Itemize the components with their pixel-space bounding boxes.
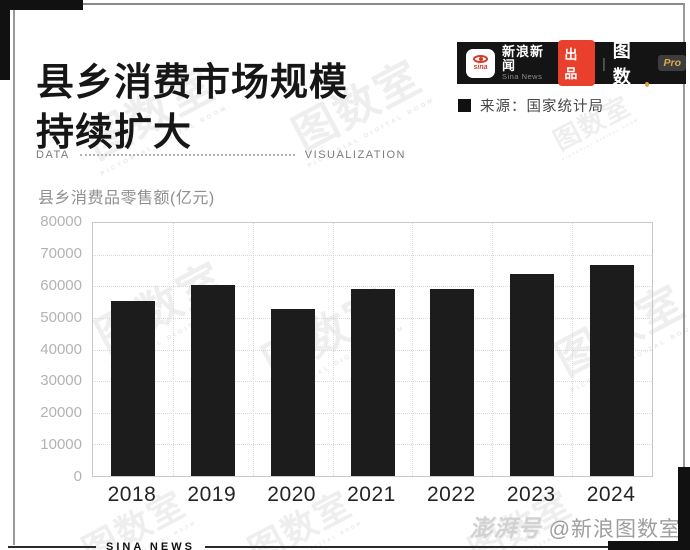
frame-line-top xyxy=(14,3,685,5)
y-tick-label: 30000 xyxy=(40,372,82,390)
y-tick-label: 10000 xyxy=(40,436,82,454)
dotted-leader xyxy=(79,154,295,156)
gridline-vertical xyxy=(572,223,574,476)
tushu-logo-text: 图数 xyxy=(612,41,631,87)
y-tick-label: 0 xyxy=(73,468,82,485)
x-tick-label: 2022 xyxy=(426,483,476,506)
gridline-vertical xyxy=(492,223,494,476)
data-visualization-divider: DATA VISUALIZATION xyxy=(36,149,406,161)
produced-by-badge: 出品 xyxy=(558,40,596,86)
sina-news-cn: 新浪新闻 xyxy=(502,43,545,73)
bar-2024 xyxy=(590,264,635,476)
gridline-horizontal xyxy=(93,254,652,256)
bar-2021 xyxy=(350,288,395,476)
source-square-icon xyxy=(458,99,471,112)
y-tick-label: 50000 xyxy=(40,308,82,326)
footer-rule-right xyxy=(204,546,690,548)
frame-line-right xyxy=(683,3,685,545)
frame-line-left xyxy=(13,3,15,545)
bar-2023 xyxy=(510,273,555,476)
bar-2022 xyxy=(430,288,475,476)
badge-divider: | xyxy=(602,55,606,71)
plot-area xyxy=(92,222,653,477)
corner-bracket-top-left xyxy=(0,0,83,10)
x-tick-label: 2024 xyxy=(586,483,636,506)
y-tick-label: 40000 xyxy=(40,340,82,358)
bar-2018 xyxy=(110,300,155,476)
x-tick-label: 2019 xyxy=(187,483,237,506)
bar-2020 xyxy=(270,308,315,476)
y-tick-label: 60000 xyxy=(40,276,82,294)
x-tick-label: 2021 xyxy=(347,483,396,506)
corner-bracket-top-left xyxy=(0,0,10,80)
pro-badge: Pro xyxy=(658,55,686,71)
account-handle: @新浪图数室 xyxy=(548,518,681,541)
y-tick-label: 80000 xyxy=(40,213,82,230)
corner-bracket-bottom-right xyxy=(608,541,690,550)
chart-title: 县乡消费品零售额(亿元) xyxy=(38,190,215,207)
bar-2019 xyxy=(190,285,235,476)
gridline-vertical xyxy=(172,223,174,476)
tushu-logo: 图数 xyxy=(613,37,652,89)
corner-bracket-bottom-right xyxy=(678,467,690,550)
y-tick-label: 70000 xyxy=(40,244,82,262)
page-title-line1: 县乡消费市场规模 xyxy=(36,62,349,105)
sina-news-en: Sina News xyxy=(502,72,543,82)
x-tick-label: 2023 xyxy=(506,483,556,506)
footer-rule: SINA NEWS xyxy=(8,541,690,550)
y-tick-label: 20000 xyxy=(40,404,82,422)
x-tick-label: 2018 xyxy=(107,483,157,506)
page-title: 县乡消费市场规模 持续扩大 xyxy=(36,59,348,158)
data-label: DATA xyxy=(36,149,70,161)
visualization-label: VISUALIZATION xyxy=(304,149,406,161)
pengpai-watermark: 澎湃号 xyxy=(469,515,542,541)
gridline-vertical xyxy=(252,223,254,476)
gridline-horizontal xyxy=(93,286,652,288)
sina-logo-text: sina xyxy=(473,64,488,71)
gridline-vertical xyxy=(412,223,414,476)
gridline-vertical xyxy=(332,223,334,476)
sina-logo-icon: sina xyxy=(466,48,495,78)
sina-eye-icon xyxy=(473,55,488,63)
brand-badge: sina 新浪新闻 Sina News 出品 | 图数 Pro xyxy=(457,40,686,87)
sina-news-wordmark: 新浪新闻 Sina News xyxy=(502,43,551,82)
page-title-line2: 持续扩大 xyxy=(36,111,193,154)
y-axis-labels: 80000 70000 60000 50000 40000 30000 20000 10000… xyxy=(18,212,82,488)
source-row: 来源：国家统计局 xyxy=(458,95,604,116)
footer-watermark: 澎湃号 @新浪图数室 xyxy=(470,509,681,543)
x-tick-label: 2020 xyxy=(267,483,316,506)
source-label: 来源：国家统计局 xyxy=(480,99,604,115)
x-axis-labels: 2018 2019 2020 2021 2022 2023 2024 xyxy=(92,483,653,511)
footer-rule-left xyxy=(8,546,96,548)
sina-news-footer-label: SINA NEWS xyxy=(106,541,195,550)
gold-dot-icon xyxy=(645,82,650,87)
